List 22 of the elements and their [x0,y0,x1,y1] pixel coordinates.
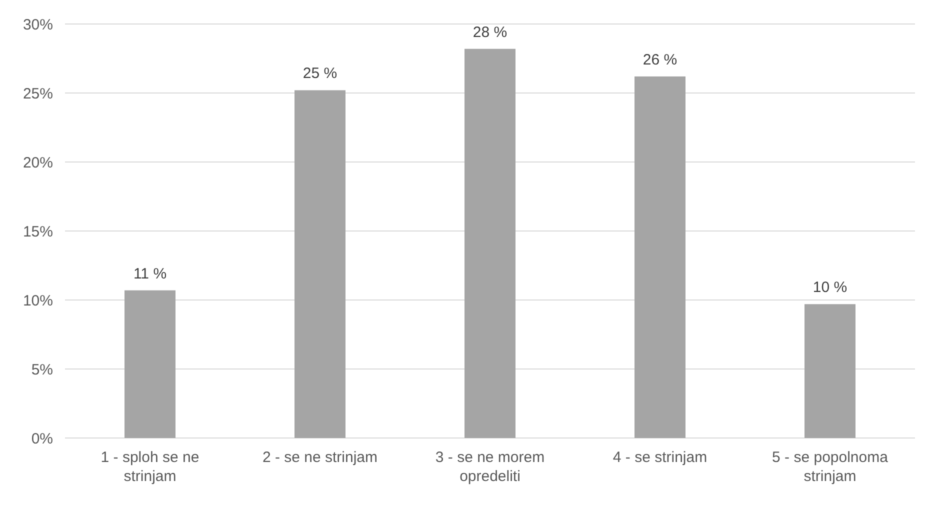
y-tick-label: 25% [22,85,53,102]
data-label: 10 % [812,279,848,296]
x-tick-label: 1 - sploh se ne strinjam [100,449,200,485]
y-tick-label: 15% [22,223,53,240]
data-label: 28 % [472,24,508,41]
y-tick-label: 30% [22,16,53,34]
data-label: 26 % [642,51,678,68]
x-tick-label: 4 - se strinjam [612,449,708,466]
data-label: 11 % [133,265,167,282]
y-tick-label: 0% [31,430,53,448]
bar [464,48,516,438]
y-tick-label: 20% [22,154,53,172]
bar [294,90,346,438]
bar [124,290,176,438]
y-tick-label: 10% [22,292,53,310]
bar [804,304,856,438]
x-tick-label: 5 - se popolnoma strinjam [772,449,889,485]
bar [634,76,686,438]
y-tick-label: 5% [31,361,53,378]
x-tick-label: 2 - se ne strinjam [262,449,378,466]
x-tick-label: 3 - se ne morem opredeliti [435,449,545,485]
data-label: 25 % [302,65,338,82]
